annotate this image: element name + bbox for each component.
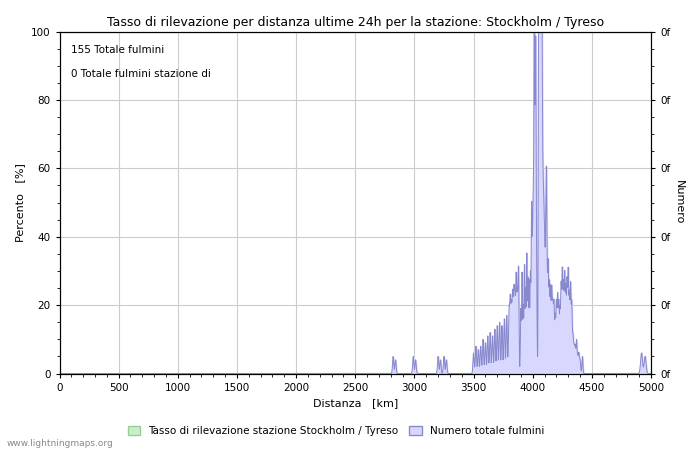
Text: www.lightningmaps.org: www.lightningmaps.org	[7, 439, 113, 448]
Y-axis label: Numero: Numero	[674, 180, 684, 225]
Text: 0 Totale fulmini stazione di: 0 Totale fulmini stazione di	[71, 69, 211, 79]
Text: 155 Totale fulmini: 155 Totale fulmini	[71, 45, 164, 55]
Y-axis label: Percento   [%]: Percento [%]	[15, 163, 25, 242]
Title: Tasso di rilevazione per distanza ultime 24h per la stazione: Stockholm / Tyreso: Tasso di rilevazione per distanza ultime…	[106, 16, 604, 29]
Legend: Tasso di rilevazione stazione Stockholm / Tyreso, Numero totale fulmini: Tasso di rilevazione stazione Stockholm …	[123, 422, 549, 440]
X-axis label: Distanza   [km]: Distanza [km]	[313, 398, 398, 408]
